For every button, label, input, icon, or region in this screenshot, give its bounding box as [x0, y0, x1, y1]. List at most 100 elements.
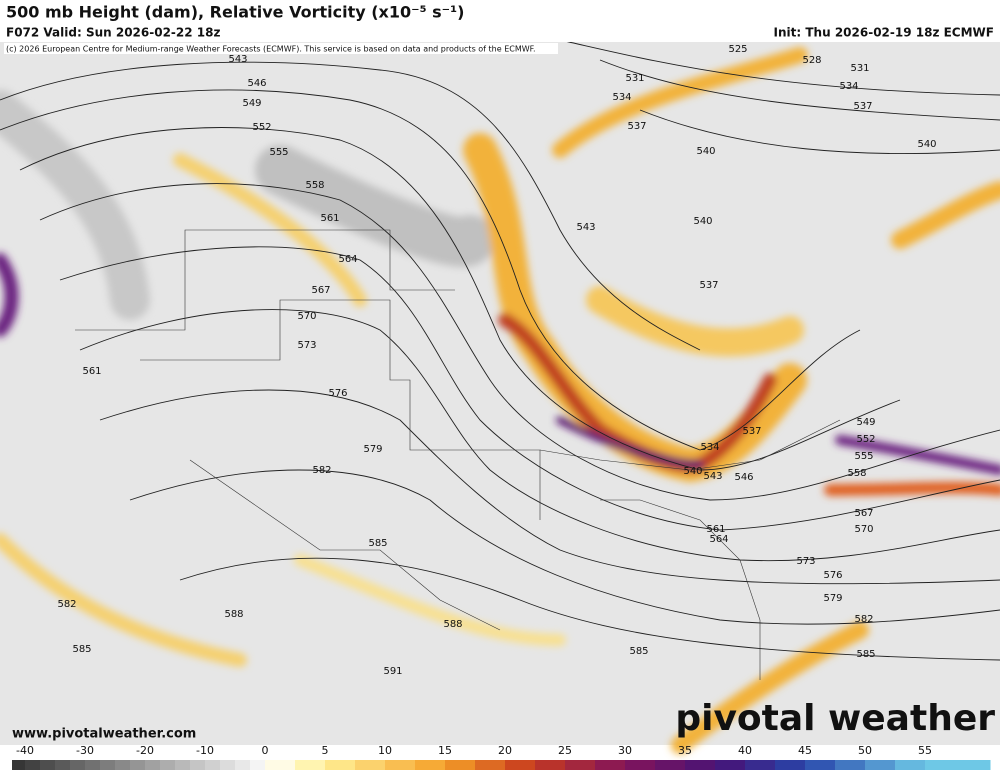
contour-label: 561 [706, 524, 725, 535]
colorbar-segment [145, 760, 161, 770]
colorbar-tick-label: 45 [798, 744, 812, 757]
colorbar-segment [40, 760, 56, 770]
contour-label: 561 [320, 213, 339, 224]
borders [75, 229, 841, 680]
contour-label: 534 [700, 442, 719, 453]
title: 500 mb Height (dam), Relative Vorticity … [6, 3, 464, 22]
contour-label: 543 [576, 222, 595, 233]
colorbar-segment [265, 760, 296, 770]
contour-label: 585 [856, 649, 875, 660]
colorbar-segment [445, 760, 476, 770]
colorbar-segment [895, 760, 926, 770]
colorbar-segment [985, 760, 991, 770]
colorbar-tick-label: 30 [618, 744, 632, 757]
contour-label: 579 [363, 444, 382, 455]
contour-label: 531 [625, 73, 644, 84]
colorbar-tick-label: -30 [76, 744, 94, 757]
contour-label: 558 [305, 180, 324, 191]
colorbar-segment [190, 760, 206, 770]
contour-label: 540 [683, 466, 702, 477]
contour-label: 567 [311, 285, 330, 296]
colorbar-segment [535, 760, 566, 770]
colorbar-tick-label: -20 [136, 744, 154, 757]
contour-label: 540 [693, 216, 712, 227]
colorbar-segment [235, 760, 251, 770]
contour-label: 558 [847, 468, 866, 479]
watermark: pivotal weather [675, 698, 995, 739]
contour-label: 573 [796, 556, 815, 567]
colorbar-segment [865, 760, 896, 770]
contour-label: 555 [854, 451, 873, 462]
contour-label: 552 [252, 122, 271, 133]
contour-label: 576 [823, 570, 842, 581]
colorbar-tick-label: 35 [678, 744, 692, 757]
colorbar-segment [295, 760, 326, 770]
colorbar-tick-label: 40 [738, 744, 752, 757]
colorbar-segment [565, 760, 596, 770]
colorbar-segment [220, 760, 236, 770]
contour-label: 534 [839, 81, 858, 92]
colorbar-segment [835, 760, 866, 770]
contour-label: 543 [228, 54, 247, 65]
contour-label: 540 [696, 146, 715, 157]
valid-time: F072 Valid: Sun 2026-02-22 18z [6, 26, 220, 40]
colorbar-segment [715, 760, 746, 770]
contour-label: 582 [57, 599, 76, 610]
colorbar-tick-label: -40 [16, 744, 34, 757]
contour-label: 537 [627, 121, 646, 132]
contour-label: 549 [242, 98, 261, 109]
contour-label: 531 [850, 63, 869, 74]
colorbar-segment [325, 760, 356, 770]
contour-label: 591 [383, 666, 402, 677]
contour-label: 585 [72, 644, 91, 655]
contour-label: 546 [734, 472, 753, 483]
map-area [0, 39, 1000, 754]
vorticity-shading [0, 47, 1000, 754]
contour-label: 570 [297, 311, 316, 322]
colorbar-segment [955, 760, 986, 770]
contour-label: 540 [917, 139, 936, 150]
colorbar-segment [115, 760, 131, 770]
colorbar-segment [925, 760, 956, 770]
colorbar-segment [595, 760, 626, 770]
contour-label: 588 [224, 609, 243, 620]
colorbar-segment [55, 760, 71, 770]
colorbar-segment [160, 760, 176, 770]
contour-label: 555 [269, 147, 288, 158]
height-contours [0, 39, 1000, 661]
contour-label: 579 [823, 593, 842, 604]
contour-label: 564 [338, 254, 357, 265]
credit: (c) 2026 European Centre for Medium-rang… [6, 45, 536, 54]
colorbar-segment [625, 760, 656, 770]
contour-label: 585 [629, 646, 648, 657]
contour-label: 552 [856, 434, 875, 445]
colorbar-tick-label: 50 [858, 744, 872, 757]
colorbar-segment [805, 760, 836, 770]
colorbar-tick-label: 10 [378, 744, 392, 757]
contour-label: 564 [709, 534, 728, 545]
colorbar-tick-label: 55 [918, 744, 932, 757]
contour-labels: 5435465495525555585615645675705735765795… [57, 44, 936, 677]
colorbar-segment [475, 760, 506, 770]
contour-label: 585 [368, 538, 387, 549]
contour-label: 537 [699, 280, 718, 291]
colorbar: -40 -30 -20 -10 0 5 10 15 20 25 30 35 40 45 50 55 [12, 744, 991, 770]
colorbar-tick-label: 20 [498, 744, 512, 757]
contour-label: 570 [854, 524, 873, 535]
contour-label: 567 [854, 508, 873, 519]
colorbar-segment [25, 760, 41, 770]
colorbar-segment [505, 760, 536, 770]
contour-label: 588 [443, 619, 462, 630]
colorbar-segment [85, 760, 101, 770]
colorbar-segment [355, 760, 386, 770]
colorbar-segment [775, 760, 806, 770]
contour-label: 543 [703, 471, 722, 482]
website: www.pivotalweather.com [12, 727, 196, 742]
contour-label: 537 [853, 101, 872, 112]
colorbar-segment [250, 760, 266, 770]
colorbar-segment [100, 760, 116, 770]
colorbar-segment [655, 760, 686, 770]
colorbar-segment [415, 760, 446, 770]
colorbar-tick-label: 25 [558, 744, 572, 757]
